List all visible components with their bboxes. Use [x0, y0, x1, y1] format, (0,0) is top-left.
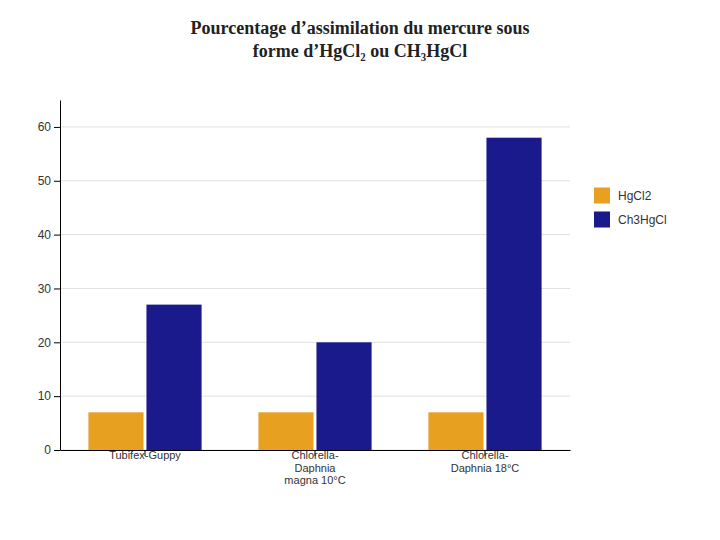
y-tick-mark — [54, 181, 60, 182]
title: Pourcentage d’assimilation du mercure so… — [190, 18, 529, 61]
x-tick-label: Chlorella-Daphniamagna 10°C — [284, 449, 345, 486]
grid — [60, 127, 570, 450]
bar-series — [146, 138, 541, 450]
bar — [316, 342, 371, 450]
chart: Pourcentage d’assimilation du mercure so… — [0, 0, 720, 540]
y-tick: 50 — [38, 174, 60, 188]
x-tick-label-line: Chlorella- — [291, 449, 338, 461]
bar — [428, 412, 483, 450]
x-tick-label-line: Daphnia 18°C — [451, 462, 520, 474]
y-tick-label: 20 — [38, 336, 52, 350]
x-tick: Tubifex-Guppy — [109, 449, 181, 461]
y-tick-label: 50 — [38, 174, 52, 188]
x-tick-label-line: magna 10°C — [284, 474, 345, 486]
y-tick-label: 60 — [38, 120, 52, 134]
y-axis-line — [60, 101, 61, 451]
title-line: forme d’HgCl₂ ou CH₃HgCl — [253, 41, 467, 61]
legend-label: HgCl2 — [618, 189, 652, 203]
grid-line — [60, 126, 570, 127]
bar — [146, 305, 201, 450]
legend-label: Ch3HgCl — [618, 213, 667, 227]
legend: HgCl2 Ch3HgCl — [594, 188, 667, 228]
bar — [486, 138, 541, 450]
y-tick-mark — [54, 450, 60, 451]
bars — [88, 138, 541, 450]
legend-item: HgCl2 — [594, 188, 652, 204]
title-line: Pourcentage d’assimilation du mercure so… — [190, 18, 529, 38]
y-tick: 10 — [38, 389, 60, 403]
y-tick: 0 — [44, 443, 60, 457]
y-tick-mark — [54, 396, 60, 397]
y-tick-label: 10 — [38, 389, 52, 403]
legend-item: Ch3HgCl — [594, 212, 667, 228]
x-tick-label: Tubifex-Guppy — [109, 449, 181, 461]
legend-swatch — [594, 188, 610, 204]
x-tick-label-line: Chlorella- — [461, 449, 508, 461]
y-tick: 20 — [38, 336, 60, 350]
bar — [258, 412, 313, 450]
x-tick-label: Chlorella-Daphnia 18°C — [451, 449, 520, 474]
x-tick: Chlorella-Daphnia 18°C — [451, 449, 520, 474]
x-tick-label-line: Tubifex-Guppy — [109, 449, 181, 461]
y-tick-label: 40 — [38, 228, 52, 242]
y-tick-mark — [54, 127, 60, 128]
x-axis: Tubifex-GuppyChlorella-Daphniamagna 10°C… — [61, 449, 571, 486]
plot: Tubifex-GuppyChlorella-Daphniamagna 10°C… — [38, 101, 571, 487]
x-tick-label-line: Daphnia — [295, 462, 337, 474]
bar — [88, 412, 143, 450]
y-tick-mark — [54, 288, 60, 289]
legend-swatch — [594, 212, 610, 228]
y-axis: 0 10 20 30 40 50 60 — [38, 101, 61, 458]
y-tick-label: 30 — [38, 282, 52, 296]
y-tick: 30 — [38, 282, 60, 296]
y-tick: 40 — [38, 228, 60, 242]
y-tick: 60 — [38, 120, 60, 134]
y-tick-mark — [54, 342, 60, 343]
y-tick-mark — [54, 235, 60, 236]
y-tick-label: 0 — [44, 443, 51, 457]
x-tick: Chlorella-Daphniamagna 10°C — [284, 449, 345, 486]
